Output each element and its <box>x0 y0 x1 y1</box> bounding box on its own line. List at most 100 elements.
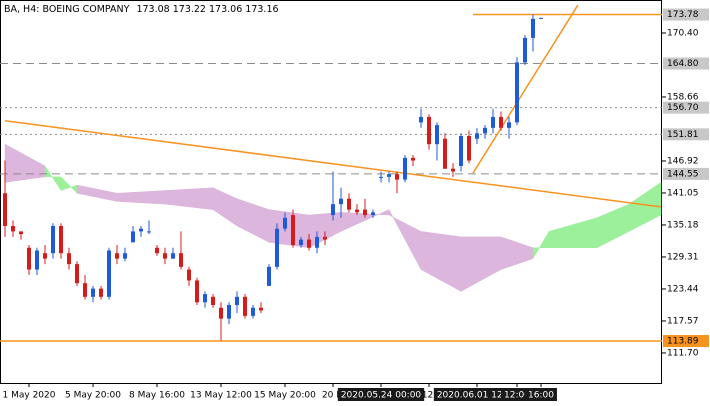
x-label-box <box>525 388 557 401</box>
cloud-segment <box>628 181 662 232</box>
x-label-box <box>337 388 425 401</box>
level-label-bg <box>663 167 709 180</box>
candle-body <box>283 217 287 229</box>
candle-body <box>427 116 431 145</box>
candle-body <box>83 283 87 297</box>
candle-body <box>3 193 7 226</box>
high: 173.22 <box>173 4 206 15</box>
candle-body <box>235 296 239 305</box>
candle-body <box>163 253 167 259</box>
x-label-box <box>501 388 533 401</box>
candle-body <box>147 231 151 233</box>
x-tick-label: 2020.05.24 00:00 <box>341 391 422 401</box>
candle-body <box>275 228 279 267</box>
candle-body <box>243 296 247 316</box>
y-tick-label: 129.31 <box>667 252 699 262</box>
level-label: 156.70 <box>667 103 699 113</box>
y-tick-label: 170.40 <box>667 28 699 38</box>
candle-body <box>371 212 375 216</box>
candle-body <box>123 253 127 259</box>
x-tick-label: 12: <box>422 391 436 401</box>
x-tick-label: 15 May 20:00 <box>254 391 316 401</box>
y-tick-label: 141.05 <box>667 188 699 198</box>
candle-body <box>251 307 255 316</box>
candle-body <box>315 236 319 248</box>
candle-body <box>443 138 447 169</box>
candle-body <box>483 127 487 134</box>
candle-body <box>355 209 359 213</box>
candle-body <box>99 288 103 297</box>
candle-body <box>339 198 343 205</box>
candle-body <box>259 307 263 311</box>
candle-body <box>467 136 471 161</box>
candle-body <box>187 269 191 281</box>
level-label-bg <box>663 101 709 114</box>
candle-body <box>435 125 439 145</box>
candle-body <box>227 304 231 319</box>
candle-body <box>475 133 479 139</box>
candle-body <box>539 17 543 19</box>
symbol: BA, H4: BOEING COMPANY <box>4 4 130 15</box>
candle-body <box>19 231 23 235</box>
level-label: 173.78 <box>667 10 699 20</box>
candle-body <box>323 236 327 240</box>
candle-body <box>499 116 503 128</box>
level-label-bg <box>663 335 709 348</box>
candle-body <box>67 253 71 265</box>
candle-body <box>331 204 335 216</box>
candle-body <box>419 116 423 123</box>
candle-body <box>179 253 183 267</box>
candle-body <box>523 37 527 63</box>
candle-body <box>459 136 463 166</box>
candle-body <box>59 225 63 254</box>
y-tick-label: 158.66 <box>667 92 699 102</box>
candle-body <box>131 231 135 243</box>
candle-body <box>307 239 311 248</box>
candle-body <box>195 280 199 303</box>
candle-body <box>395 174 399 180</box>
candle-body <box>515 62 519 123</box>
x-tick-label: 13 May 12:00 <box>190 391 252 401</box>
candle-body <box>363 209 367 216</box>
level-label-bg <box>663 57 709 70</box>
candle-body <box>347 198 351 210</box>
candle-body <box>115 253 119 259</box>
candle-body <box>267 266 271 286</box>
x-tick-label: 20 M <box>322 391 344 401</box>
trend-line <box>472 4 579 174</box>
candle-body <box>155 247 159 254</box>
x-tick-label: 16:00 <box>528 391 554 401</box>
level-label: 144.55 <box>667 169 699 179</box>
candle-body <box>451 168 455 172</box>
x-tick-label: 1 May 2020 <box>3 391 56 401</box>
x-tick-label: 8 May 16:00 <box>129 391 185 401</box>
level-label: 164.80 <box>667 59 699 69</box>
candle-body <box>203 294 207 303</box>
x-tick-label: 5 May 20:00 <box>65 391 121 401</box>
y-tick-label: 146.92 <box>667 156 699 166</box>
candle-body <box>299 239 303 246</box>
candle-body <box>379 176 383 178</box>
level-label-bg <box>663 128 709 141</box>
y-tick-label: 117.57 <box>667 316 699 326</box>
candle-body <box>139 228 143 232</box>
candle-body <box>491 116 495 128</box>
x-tick-label: 12:00 <box>504 391 530 401</box>
candle-body <box>51 225 55 254</box>
y-tick-label: 123.44 <box>667 284 699 294</box>
candle-body <box>211 296 215 305</box>
candle-body <box>171 253 175 259</box>
candle-body <box>291 215 295 246</box>
candle-body <box>43 253 47 259</box>
candle-body <box>91 288 95 297</box>
candle-body <box>531 18 535 38</box>
candle-body <box>507 122 511 128</box>
close: 173.16 <box>245 4 278 15</box>
candles-layer <box>3 14 543 341</box>
candle-body <box>107 250 111 297</box>
trend-line <box>4 120 662 208</box>
level-label: 113.89 <box>667 337 699 347</box>
candle-body <box>411 157 415 161</box>
candle-body <box>403 157 407 180</box>
